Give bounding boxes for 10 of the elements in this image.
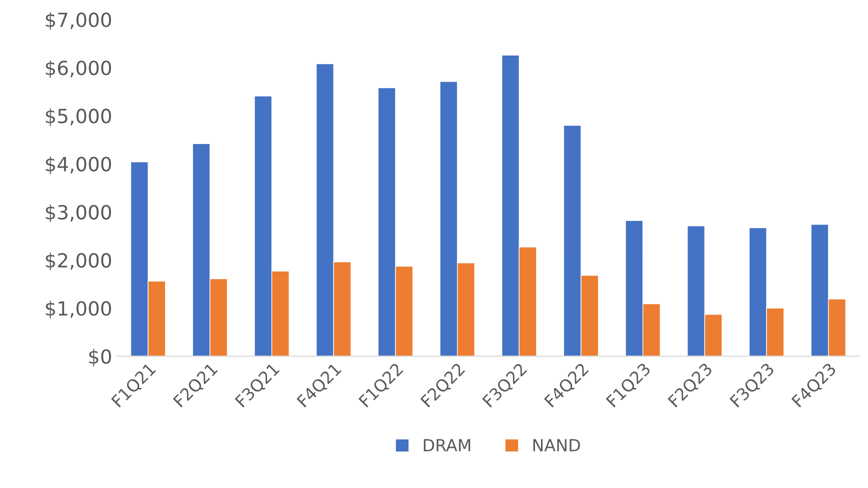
- y-tick-label: $4,000: [46, 156, 112, 174]
- y-tick-label: $6,000: [46, 60, 112, 78]
- y-tick-label: $1,000: [46, 300, 112, 318]
- y-tick-label: $3,000: [46, 204, 112, 222]
- legend-label: DRAM: [424, 439, 470, 452]
- y-tick-label: $2,000: [46, 252, 112, 270]
- y-tick-label: $0: [89, 348, 112, 366]
- y-tick-label: $5,000: [46, 108, 112, 126]
- y-tick-label: $7,000: [46, 12, 112, 30]
- legend-label: NAND: [533, 439, 580, 452]
